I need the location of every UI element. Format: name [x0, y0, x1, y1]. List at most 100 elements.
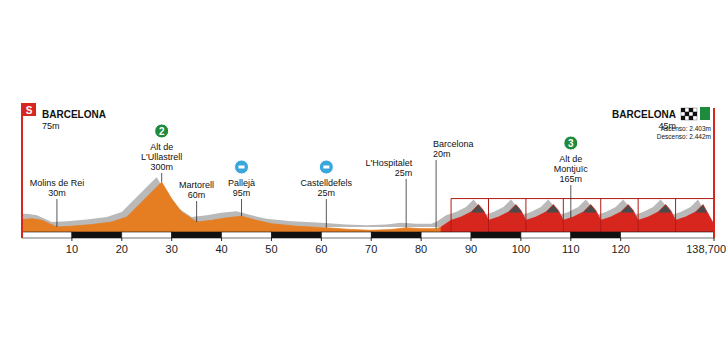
sprint-icon	[235, 160, 249, 174]
x-tick	[321, 238, 322, 241]
x-tick	[471, 238, 472, 241]
annotation-label: L'Ullastrell	[141, 152, 182, 162]
finish-flag	[693, 108, 697, 112]
finish-flag	[681, 108, 685, 112]
lap-frame-side	[525, 199, 526, 232]
profile-area	[22, 182, 441, 232]
annotation-label: Molins de Rei	[30, 178, 85, 188]
leader-line	[161, 173, 162, 182]
x-tick-label: 20	[116, 243, 128, 255]
km-band	[471, 232, 521, 238]
finish-flag	[685, 116, 689, 120]
climb-icon	[564, 136, 578, 150]
finish-label: BARCELONA	[612, 109, 676, 120]
annotation-label: Barcelona	[433, 139, 474, 149]
annotation: Castelldefels25m	[301, 160, 353, 228]
leader-line	[241, 199, 242, 216]
annotation-elevation: 30m	[48, 188, 66, 198]
finish-ascent: Ascenso: 2.403m	[661, 125, 711, 132]
plot-area	[22, 177, 714, 232]
leader-line	[56, 199, 57, 227]
finish-descent: Descenso: 2.442m	[657, 133, 711, 140]
km-band	[371, 232, 421, 238]
start-marker-label: S	[26, 105, 33, 116]
km-band	[421, 232, 471, 238]
lap-frames	[451, 199, 714, 232]
sprint-icon	[319, 160, 333, 174]
x-tick	[71, 238, 72, 241]
lap-frame-side	[451, 199, 452, 232]
climb-icon	[155, 124, 169, 138]
start-elevation: 75m	[42, 121, 60, 131]
leader-line	[406, 179, 407, 228]
climb-category: 2	[159, 126, 165, 137]
annotation: 3Alt deMontjuïc165m	[554, 136, 589, 218]
annotation-label: Alt de	[150, 142, 173, 152]
annotation-elevation: 25m	[318, 188, 336, 198]
annotation: Martorell60m	[179, 180, 214, 222]
km-band	[621, 232, 714, 238]
km-band	[321, 232, 371, 238]
annotation-elevation: 165m	[560, 174, 583, 184]
leader-line	[436, 160, 437, 229]
km-band	[571, 232, 621, 238]
finish-flag	[693, 116, 697, 120]
lap-frame-side	[638, 199, 639, 232]
finish-flag	[689, 112, 693, 116]
annotation: Pallejà95m	[228, 160, 255, 216]
annotation: Barcelona20m	[433, 139, 474, 229]
x-tick-label: 80	[415, 243, 427, 255]
finish-badge	[700, 107, 710, 120]
x-tick-label: 90	[465, 243, 477, 255]
finish-flag	[681, 116, 685, 120]
x-tick	[570, 238, 571, 241]
x-tick	[271, 238, 272, 241]
x-tick	[371, 238, 372, 241]
finish-flag	[693, 112, 697, 116]
x-tick-label: 60	[315, 243, 327, 255]
lap-frame-side	[675, 199, 676, 232]
km-band	[22, 232, 72, 238]
x-tick-label: 30	[166, 243, 178, 255]
x-tick-label: 10	[66, 243, 78, 255]
annotation-label: Martorell	[179, 180, 214, 190]
lap-frame-side	[600, 199, 601, 232]
x-tick-label: 40	[215, 243, 227, 255]
annotation-label: Alt de	[559, 154, 582, 164]
leader-line	[196, 201, 197, 222]
lap-frame-side	[488, 199, 489, 232]
annotation-elevation: 300m	[150, 162, 173, 172]
x-tick-label: 100	[512, 243, 530, 255]
sprint-glyph	[323, 166, 329, 169]
annotation-label: Pallejà	[228, 178, 255, 188]
chart-root: 102030405060708090100110120138,700Molins…	[0, 0, 728, 360]
lap-frame-top	[451, 198, 714, 199]
finish-post	[713, 108, 715, 238]
annotation-elevation: 95m	[233, 188, 251, 198]
annotation: L'Hospitalet25m	[365, 158, 412, 228]
finish-flag	[689, 108, 693, 112]
annotation-elevation: 60m	[188, 190, 206, 200]
x-tick-label: 50	[265, 243, 277, 255]
start-marker: S BARCELONA75m	[22, 103, 106, 238]
start-label: BARCELONA	[42, 109, 106, 120]
x-tick-label: 70	[365, 243, 377, 255]
annotation-label: L'Hospitalet	[365, 158, 412, 168]
x-tick	[620, 238, 621, 241]
finish-marker: BARCELONA45mAscenso: 2.403mDescenso: 2.4…	[612, 107, 714, 238]
x-tick	[520, 238, 521, 241]
finish-flag	[689, 116, 693, 120]
start-flag	[22, 103, 36, 116]
annotation-elevation: 25m	[395, 168, 413, 178]
km-band	[122, 232, 172, 238]
annotation-label: Montjuïc	[554, 164, 589, 174]
annotation: Molins de Rei30m	[30, 178, 85, 227]
leader-line	[326, 199, 327, 228]
x-tick-label: 138,700	[686, 243, 726, 255]
x-tick	[171, 238, 172, 241]
finish-flag	[681, 112, 685, 116]
x-tick	[121, 238, 122, 241]
finish-flag	[685, 112, 689, 116]
leader-line	[570, 185, 571, 218]
finish-flag	[685, 108, 689, 112]
